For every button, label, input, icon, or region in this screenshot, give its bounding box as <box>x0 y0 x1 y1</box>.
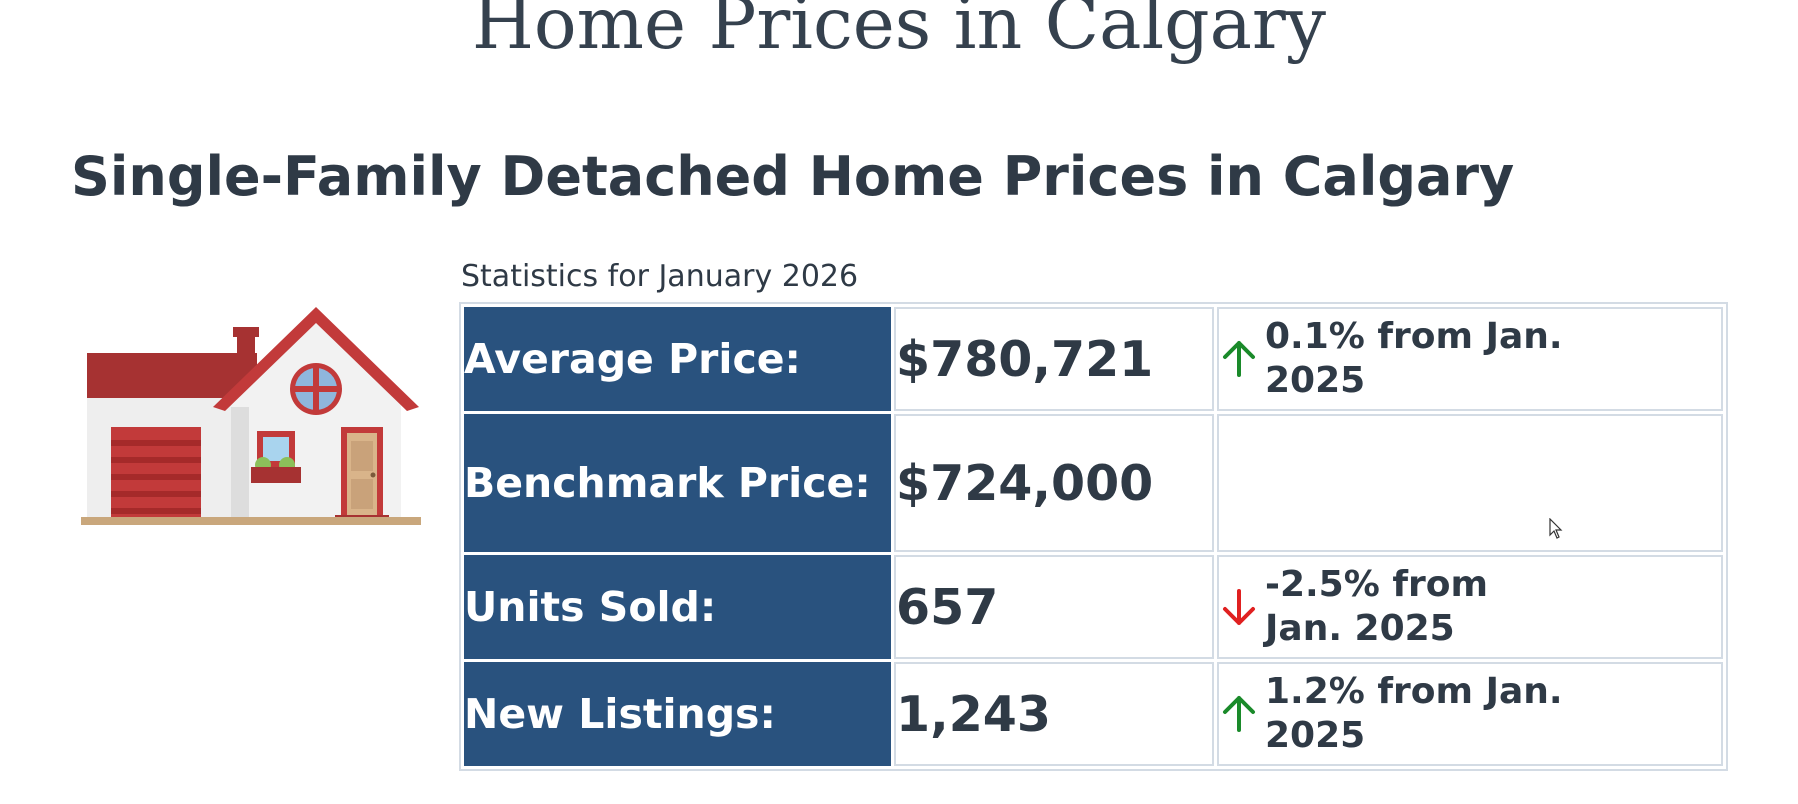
house-illustration-icon <box>81 307 421 525</box>
table-row: Units Sold: 657 -2.5% from Jan. 2025 <box>464 555 1723 659</box>
arrow-down-icon <box>1223 589 1255 625</box>
arrow-up-icon <box>1223 696 1255 732</box>
stat-change-cell: 1.2% from Jan. 2025 <box>1217 662 1723 766</box>
stat-change-cell <box>1217 414 1723 552</box>
stat-label: Average Price: <box>464 307 891 411</box>
table-row: Average Price: $780,721 0.1% from Jan. 2… <box>464 307 1723 411</box>
mouse-pointer-icon <box>1549 518 1563 539</box>
stat-change-text: -2.5% from Jan. 2025 <box>1265 564 1488 649</box>
stat-value: $780,721 <box>894 307 1214 411</box>
stat-change-text: 0.1% from Jan. 2025 <box>1265 316 1563 401</box>
page-title: Home Prices in Calgary <box>472 0 1326 65</box>
arrow-up-icon <box>1223 341 1255 377</box>
stat-label: Benchmark Price: <box>464 414 891 552</box>
stat-value: $724,000 <box>894 414 1214 552</box>
statistics-table: Average Price: $780,721 0.1% from Jan. 2… <box>459 302 1728 771</box>
stat-value: 657 <box>894 555 1214 659</box>
section-title: Single-Family Detached Home Prices in Ca… <box>71 145 1515 208</box>
stat-label: Units Sold: <box>464 555 891 659</box>
stat-change-text: 1.2% from Jan. 2025 <box>1265 671 1563 756</box>
table-row: Benchmark Price: $724,000 <box>464 414 1723 552</box>
statistics-caption: Statistics for January 2026 <box>461 259 859 294</box>
stat-change-cell: 0.1% from Jan. 2025 <box>1217 307 1723 411</box>
table-row: New Listings: 1,243 1.2% from Jan. 2025 <box>464 662 1723 766</box>
stat-value: 1,243 <box>894 662 1214 766</box>
stat-label: New Listings: <box>464 662 891 766</box>
stat-change-cell: -2.5% from Jan. 2025 <box>1217 555 1723 659</box>
